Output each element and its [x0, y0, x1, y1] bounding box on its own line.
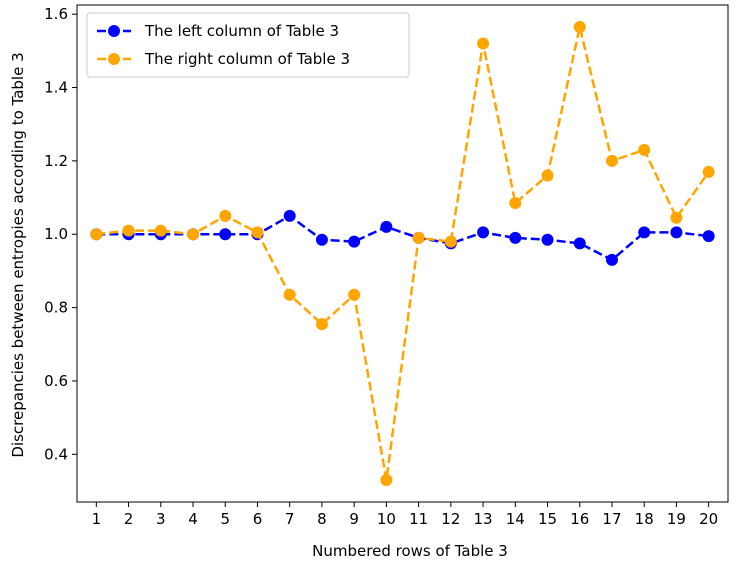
- data-point: [477, 37, 490, 50]
- y-axis-title: Discrepancies between entropies accordin…: [9, 52, 27, 457]
- data-point: [187, 228, 200, 241]
- data-point: [90, 228, 103, 241]
- data-point: [315, 233, 328, 246]
- x-tick-label: 11: [409, 510, 428, 528]
- legend-label: The left column of Table 3: [144, 22, 339, 40]
- data-point: [380, 473, 393, 486]
- data-point: [702, 230, 715, 243]
- data-point: [605, 253, 618, 266]
- series-line: [96, 214, 709, 262]
- series-layer: [90, 21, 715, 486]
- legend-marker: [108, 25, 120, 37]
- x-tick-label: 5: [220, 510, 230, 528]
- data-point: [283, 209, 296, 222]
- plot-frame: [76, 4, 729, 503]
- data-point: [219, 209, 232, 222]
- data-point: [670, 226, 683, 239]
- data-point: [702, 165, 715, 178]
- x-axis-title: Numbered rows of Table 3: [312, 542, 508, 560]
- y-tick-label: 1.0: [44, 225, 68, 243]
- y-tick-label: 0.8: [44, 299, 68, 317]
- data-point: [412, 231, 425, 244]
- x-tick-label: 17: [602, 510, 621, 528]
- series-2: [90, 21, 715, 486]
- legend-item: The right column of Table 3: [97, 50, 350, 68]
- legend-label: The right column of Table 3: [144, 50, 350, 68]
- x-tick-label: 15: [538, 510, 557, 528]
- data-point: [509, 231, 522, 244]
- data-point: [573, 237, 586, 250]
- data-point: [638, 143, 651, 156]
- series-line: [96, 25, 710, 482]
- x-tick-label: 12: [441, 510, 460, 528]
- x-tick-label: 16: [570, 510, 589, 528]
- data-point: [541, 233, 554, 246]
- x-tick-label: 8: [317, 510, 327, 528]
- data-point: [348, 235, 361, 248]
- data-point: [638, 226, 651, 239]
- x-tick-label: 18: [635, 510, 654, 528]
- data-point: [573, 21, 586, 34]
- x-tick-label: 3: [156, 510, 166, 528]
- data-point: [122, 224, 135, 237]
- x-tick-label: 6: [253, 510, 263, 528]
- data-point: [509, 197, 522, 210]
- legend-marker: [108, 53, 120, 65]
- legend: The left column of Table 3 The right colu…: [86, 12, 410, 78]
- data-point: [348, 288, 361, 301]
- x-tick-label: 10: [377, 510, 396, 528]
- x-tick-label: 14: [506, 510, 525, 528]
- x-tick-label: 1: [92, 510, 102, 528]
- data-point: [444, 235, 457, 248]
- x-tick-label: 7: [285, 510, 295, 528]
- y-tick-label: 1.6: [44, 5, 68, 23]
- y-tick-label: 1.4: [44, 79, 68, 97]
- y-tick-label: 0.4: [44, 445, 68, 463]
- x-tick-label: 4: [188, 510, 198, 528]
- legend-box: [86, 12, 410, 78]
- data-point: [251, 226, 264, 239]
- x-tick-label: 9: [349, 510, 359, 528]
- axes-layer: 1 2 3 4 5 6 7 8 9 10 11 12 13 14 15 16 17 18 19 200.40.60.8…: [44, 4, 729, 528]
- data-point: [315, 318, 328, 331]
- x-tick-label: 19: [667, 510, 686, 528]
- x-tick-label: 13: [474, 510, 493, 528]
- x-tick-label: 20: [699, 510, 718, 528]
- data-point: [670, 211, 683, 224]
- data-point: [541, 169, 554, 182]
- data-point: [283, 288, 296, 301]
- data-point: [380, 220, 393, 233]
- y-tick-label: 1.2: [44, 152, 68, 170]
- legend-item: The left column of Table 3: [97, 22, 339, 40]
- data-point: [219, 228, 232, 241]
- data-point: [605, 154, 618, 167]
- y-tick-label: 0.6: [44, 372, 68, 390]
- data-point: [477, 226, 490, 239]
- data-point: [154, 224, 167, 237]
- x-tick-label: 2: [124, 510, 134, 528]
